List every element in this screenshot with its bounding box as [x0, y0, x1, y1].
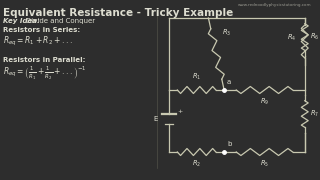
Text: $R_4$: $R_4$: [287, 33, 296, 43]
Text: Divide and Conquer: Divide and Conquer: [26, 18, 95, 24]
Text: $R_3$: $R_3$: [222, 28, 231, 38]
Text: $R_{eq} = \left(\frac{1}{R_1} + \frac{1}{R_2} + ...\right)^{-1}$: $R_{eq} = \left(\frac{1}{R_1} + \frac{1}…: [3, 65, 86, 82]
Text: a: a: [227, 79, 231, 85]
Text: $R_2$: $R_2$: [192, 159, 201, 169]
Text: $R_{eq} = R_1 + R_2 + ...$: $R_{eq} = R_1 + R_2 + ...$: [3, 35, 73, 48]
Text: Key Idea:: Key Idea:: [3, 18, 40, 24]
Text: $R_9$: $R_9$: [260, 97, 269, 107]
Text: b: b: [227, 141, 231, 147]
Text: +: +: [177, 109, 182, 114]
Text: $R_7$: $R_7$: [310, 109, 319, 119]
Text: $R_5$: $R_5$: [260, 159, 269, 169]
Text: Equivalent Resistance - Tricky Example: Equivalent Resistance - Tricky Example: [3, 8, 233, 18]
Text: $R_1$: $R_1$: [192, 72, 201, 82]
Text: $R_6$: $R_6$: [310, 32, 319, 42]
Text: E: E: [153, 116, 157, 122]
Text: Resistors in Series:: Resistors in Series:: [3, 27, 80, 33]
Text: Resistors in Parallel:: Resistors in Parallel:: [3, 57, 85, 63]
Text: www.rednoodlyphysicstutoring.com: www.rednoodlyphysicstutoring.com: [238, 3, 312, 7]
